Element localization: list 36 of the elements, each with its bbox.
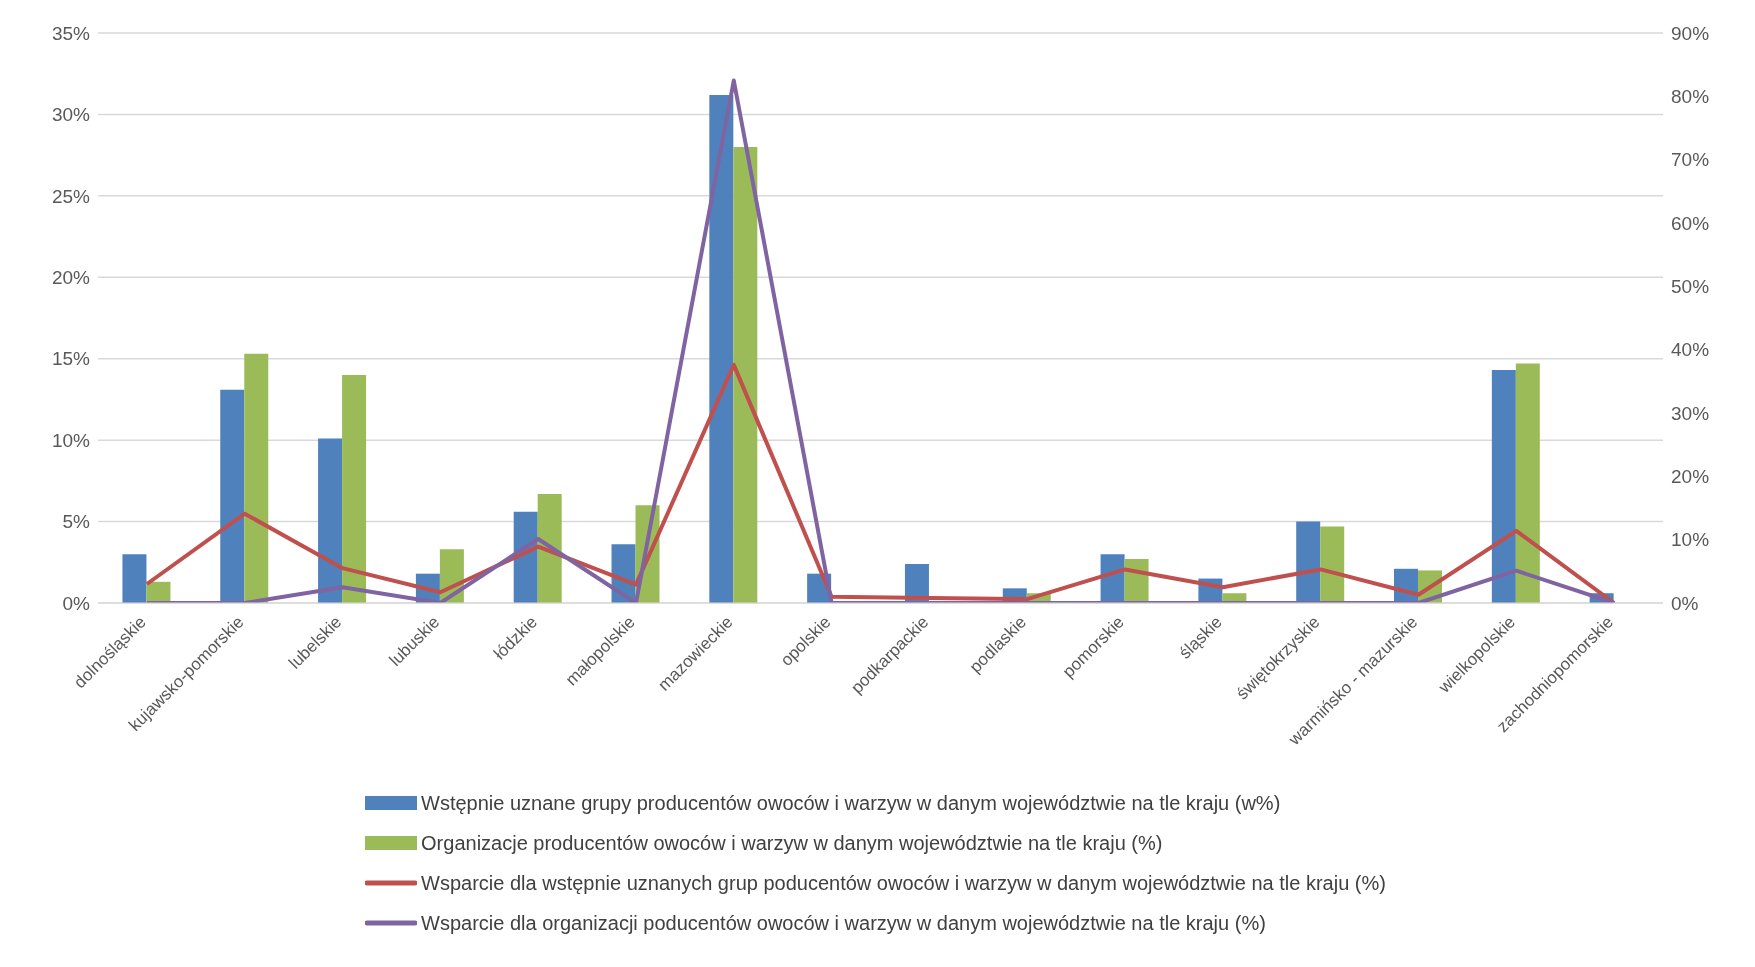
y-tick-label: 15%	[51, 348, 91, 370]
legend-label: Wsparcie dla wstępnie uznanych grup poducentów owoców i warzyw w danym województwie na tle kraju (%)	[421, 871, 1386, 895]
y2-tick-label: 90%	[1671, 22, 1710, 44]
y2-tick-label: 80%	[1671, 86, 1710, 108]
y2-tick-label: 0%	[1671, 592, 1699, 614]
legend-label: Organizacje producentów owoców i warzyw w danym województwie na tle kraju (%)	[421, 831, 1163, 855]
bar	[122, 554, 147, 603]
y-tick-label: 5%	[62, 511, 91, 533]
bar	[1320, 526, 1345, 603]
bar	[342, 375, 367, 603]
bar	[709, 94, 734, 603]
bar	[733, 147, 758, 603]
y-tick-label: 35%	[51, 22, 91, 44]
bar	[1515, 363, 1540, 603]
legend-label: Wstępnie uznane grupy producentów owoców i warzyw w danym województwie na tle kraju (w%)	[421, 791, 1281, 815]
y2-tick-label: 10%	[1671, 529, 1710, 551]
y-tick-label: 20%	[51, 267, 91, 289]
y-tick-label: 10%	[51, 429, 91, 451]
y2-tick-label: 20%	[1671, 466, 1710, 488]
bar	[1296, 521, 1321, 603]
bar	[1491, 370, 1516, 603]
y2-tick-label: 50%	[1671, 276, 1710, 298]
bar	[220, 389, 245, 603]
bar	[318, 438, 343, 603]
bar	[244, 353, 269, 603]
y2-tick-label: 40%	[1671, 339, 1710, 361]
line-series	[144, 362, 1617, 603]
y-tick-label: 30%	[51, 104, 91, 126]
y-tick-label: 25%	[51, 185, 91, 207]
y2-tick-label: 30%	[1671, 402, 1710, 424]
line-series	[144, 78, 1617, 603]
y2-tick-label: 60%	[1671, 212, 1710, 234]
y-tick-label: 0%	[62, 592, 91, 614]
bar	[537, 493, 562, 603]
y2-tick-label: 70%	[1671, 149, 1710, 171]
legend-label: Wsparcie dla organizacji poducentów owoców i warzyw w danym województwie na tle kraju (%)	[421, 911, 1266, 935]
